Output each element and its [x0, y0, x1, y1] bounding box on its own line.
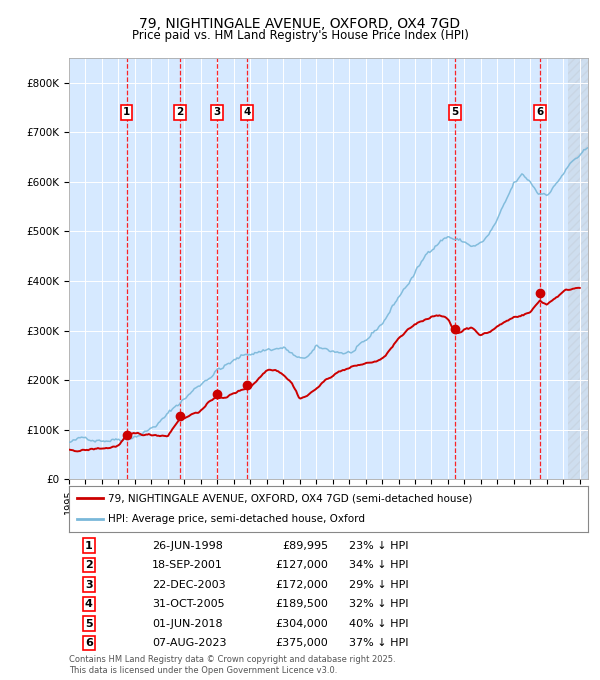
- Bar: [217, 58, 247, 479]
- Bar: [540, 58, 588, 479]
- Text: 5: 5: [451, 107, 458, 118]
- Text: 1: 1: [85, 541, 92, 551]
- Text: 01-JUN-2018: 01-JUN-2018: [152, 619, 223, 628]
- Text: 32% ↓ HPI: 32% ↓ HPI: [349, 599, 409, 609]
- Text: 07-AUG-2023: 07-AUG-2023: [152, 638, 227, 648]
- Text: £304,000: £304,000: [276, 619, 329, 628]
- Text: £375,000: £375,000: [276, 638, 329, 648]
- Text: 37% ↓ HPI: 37% ↓ HPI: [349, 638, 409, 648]
- Text: 2: 2: [85, 560, 92, 570]
- Text: HPI: Average price, semi-detached house, Oxford: HPI: Average price, semi-detached house,…: [108, 514, 365, 524]
- Text: 3: 3: [85, 579, 92, 590]
- Text: 5: 5: [85, 619, 92, 628]
- Bar: [69, 58, 127, 479]
- Text: 22-DEC-2003: 22-DEC-2003: [152, 579, 226, 590]
- Text: 6: 6: [536, 107, 544, 118]
- Text: 3: 3: [214, 107, 221, 118]
- Bar: [180, 58, 217, 479]
- Text: 23% ↓ HPI: 23% ↓ HPI: [349, 541, 409, 551]
- Text: 79, NIGHTINGALE AVENUE, OXFORD, OX4 7GD: 79, NIGHTINGALE AVENUE, OXFORD, OX4 7GD: [139, 17, 461, 31]
- Text: 18-SEP-2001: 18-SEP-2001: [152, 560, 223, 570]
- Bar: [247, 58, 455, 479]
- Text: 1: 1: [123, 107, 130, 118]
- Text: 4: 4: [244, 107, 251, 118]
- Text: £127,000: £127,000: [275, 560, 329, 570]
- Text: 6: 6: [85, 638, 92, 648]
- Text: 26-JUN-1998: 26-JUN-1998: [152, 541, 223, 551]
- Text: 34% ↓ HPI: 34% ↓ HPI: [349, 560, 409, 570]
- Bar: [455, 58, 540, 479]
- Text: £189,500: £189,500: [275, 599, 329, 609]
- Text: 4: 4: [85, 599, 92, 609]
- Text: 79, NIGHTINGALE AVENUE, OXFORD, OX4 7GD (semi-detached house): 79, NIGHTINGALE AVENUE, OXFORD, OX4 7GD …: [108, 493, 472, 503]
- Text: £172,000: £172,000: [275, 579, 329, 590]
- Text: Contains HM Land Registry data © Crown copyright and database right 2025.
This d: Contains HM Land Registry data © Crown c…: [69, 655, 395, 675]
- Text: £89,995: £89,995: [283, 541, 329, 551]
- Text: 29% ↓ HPI: 29% ↓ HPI: [349, 579, 409, 590]
- Text: 2: 2: [176, 107, 184, 118]
- Text: 31-OCT-2005: 31-OCT-2005: [152, 599, 224, 609]
- Text: Price paid vs. HM Land Registry's House Price Index (HPI): Price paid vs. HM Land Registry's House …: [131, 29, 469, 41]
- Text: 40% ↓ HPI: 40% ↓ HPI: [349, 619, 409, 628]
- Bar: [568, 58, 588, 479]
- Bar: [127, 58, 180, 479]
